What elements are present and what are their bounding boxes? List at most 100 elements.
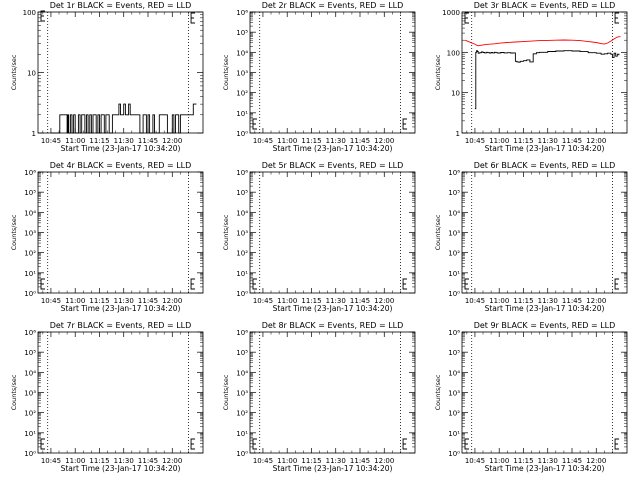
x-tick-label: 11:15 [89, 137, 109, 145]
y-tick-label: 10³ [24, 230, 36, 238]
x-tick-label: 12:00 [162, 297, 182, 305]
panel-det-7r: Det 7r BLACK = Events, RED = LLD 10⁰ 10¹ 10… [10, 321, 204, 473]
y-tick-label: 10¹ [236, 270, 248, 278]
y-tick-label: 10³ [236, 70, 248, 78]
bracket-marker [402, 118, 408, 130]
x-tick-label: 11:45 [350, 457, 370, 465]
panel-det-1r: Det 1r BLACK = Events, RED = LLD 1 10 100 10… [10, 1, 204, 153]
x-tick-label: 11:15 [89, 457, 109, 465]
x-tick-label: 10:45 [253, 297, 273, 305]
x-tick-label: 11:15 [89, 297, 109, 305]
plot-frame [461, 331, 628, 454]
y-tick-label: 1 [32, 130, 36, 138]
x-tick-label: 11:15 [513, 137, 533, 145]
bracket-marker [614, 438, 620, 450]
x-tick-label: 11:45 [138, 137, 158, 145]
y-axis-label: Counts/sec [222, 214, 230, 250]
y-tick-label: 10⁶ [236, 169, 248, 177]
panel-title: Det 2r BLACK = Events, RED = LLD [262, 1, 404, 10]
y-tick-label: 10¹ [448, 430, 460, 438]
bracket-marker [252, 118, 257, 130]
x-tick-label: 12:00 [586, 297, 606, 305]
plot-frame [461, 171, 628, 294]
x-tick-label: 11:00 [65, 457, 85, 465]
y-axis-label: Counts/sec [434, 54, 442, 90]
plot-frame [249, 331, 416, 454]
y-axis-label: Counts/sec [434, 374, 442, 410]
x-tick-label: 11:00 [277, 137, 297, 145]
y-tick-label: 10¹ [236, 430, 248, 438]
y-tick-label: 10² [448, 410, 460, 418]
y-tick-label: 10⁰ [448, 450, 460, 458]
x-tick-label: 12:00 [374, 137, 394, 145]
x-tick-label: 12:00 [162, 457, 182, 465]
y-tick-label: 10³ [236, 230, 248, 238]
bracket-marker [190, 12, 196, 24]
y-axis-label: Counts/sec [10, 214, 18, 250]
x-tick-label: 11:45 [350, 137, 370, 145]
x-tick-label: 11:45 [562, 137, 582, 145]
x-tick-label: 10:45 [465, 297, 485, 305]
y-tick-label: 10⁴ [236, 209, 248, 217]
y-tick-label: 10² [236, 90, 248, 98]
panel-title: Det 4r BLACK = Events, RED = LLD [50, 161, 192, 170]
x-axis-label: Start Time (23-Jan-17 10:34:20) [61, 144, 181, 153]
y-tick-label: 10⁴ [448, 209, 460, 217]
y-tick-label: 10² [236, 410, 248, 418]
y-tick-label: 10³ [236, 390, 248, 398]
panel-title: Det 3r BLACK = Events, RED = LLD [474, 1, 616, 10]
x-tick-label: 10:45 [465, 457, 485, 465]
y-tick-label: 10⁰ [236, 290, 248, 298]
x-axis-label: Start Time (23-Jan-17 10:34:20) [485, 144, 605, 153]
plot-frame [249, 171, 416, 294]
y-tick-label: 10⁶ [24, 169, 36, 177]
panel-title: Det 5r BLACK = Events, RED = LLD [262, 161, 404, 170]
panel-title: Det 1r BLACK = Events, RED = LLD [50, 1, 192, 10]
y-tick-label: 10⁶ [448, 169, 460, 177]
y-axis-label: Counts/sec [10, 374, 18, 410]
y-tick-label: 10 [451, 90, 460, 98]
x-tick-label: 11:30 [326, 457, 346, 465]
y-tick-label: 10⁵ [236, 29, 248, 37]
bracket-marker [402, 278, 408, 290]
y-tick-label: 10⁰ [236, 450, 248, 458]
y-tick-label: 10⁴ [236, 49, 248, 57]
y-tick-label: 10³ [24, 390, 36, 398]
y-tick-label: 1000 [442, 9, 460, 17]
y-tick-label: 10⁶ [24, 329, 36, 337]
bracket-marker [252, 278, 257, 290]
x-axis-label: Start Time (23-Jan-17 10:34:20) [61, 464, 181, 473]
y-tick-label: 10² [236, 250, 248, 258]
x-tick-label: 10:45 [253, 457, 273, 465]
panel-det-5r: Det 5r BLACK = Events, RED = LLD 10⁰ 10¹ 10… [222, 161, 416, 313]
y-tick-label: 10⁰ [448, 290, 460, 298]
x-tick-label: 11:00 [65, 297, 85, 305]
x-tick-label: 10:45 [41, 137, 61, 145]
y-tick-label: 10⁴ [236, 369, 248, 377]
y-tick-label: 10⁵ [448, 349, 460, 357]
y-tick-label: 10⁴ [24, 369, 36, 377]
y-tick-label: 10⁵ [24, 189, 36, 197]
x-tick-label: 11:30 [538, 137, 558, 145]
x-tick-label: 11:00 [65, 137, 85, 145]
x-tick-label: 12:00 [586, 457, 606, 465]
series-events-black [50, 103, 197, 134]
bracket-marker [40, 10, 45, 22]
bracket-marker [190, 278, 196, 290]
y-tick-label: 10⁵ [448, 189, 460, 197]
x-tick-label: 11:45 [562, 297, 582, 305]
bracket-marker [614, 278, 620, 290]
x-tick-label: 11:45 [350, 297, 370, 305]
y-tick-label: 10³ [448, 390, 460, 398]
panel-det-9r: Det 9r BLACK = Events, RED = LLD 10⁰ 10¹ 10… [434, 321, 628, 473]
bracket-marker [402, 438, 408, 450]
y-tick-label: 10¹ [236, 110, 248, 118]
x-tick-label: 11:30 [326, 297, 346, 305]
bracket-marker [40, 438, 45, 450]
y-tick-label: 10² [24, 410, 36, 418]
series-lld-red [465, 36, 621, 47]
x-tick-label: 11:15 [513, 297, 533, 305]
x-tick-label: 11:30 [538, 297, 558, 305]
panel-det-6r: Det 6r BLACK = Events, RED = LLD 10⁰ 10¹ 10… [434, 161, 628, 313]
